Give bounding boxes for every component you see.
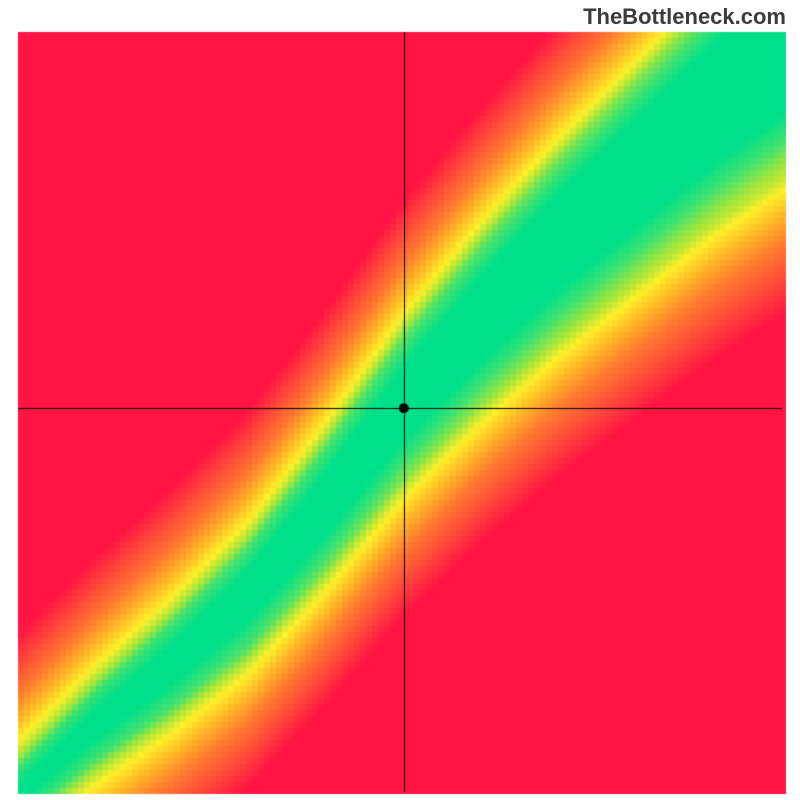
bottleneck-heatmap	[0, 0, 800, 800]
watermark-label: TheBottleneck.com	[583, 4, 786, 30]
chart-container: TheBottleneck.com	[0, 0, 800, 800]
